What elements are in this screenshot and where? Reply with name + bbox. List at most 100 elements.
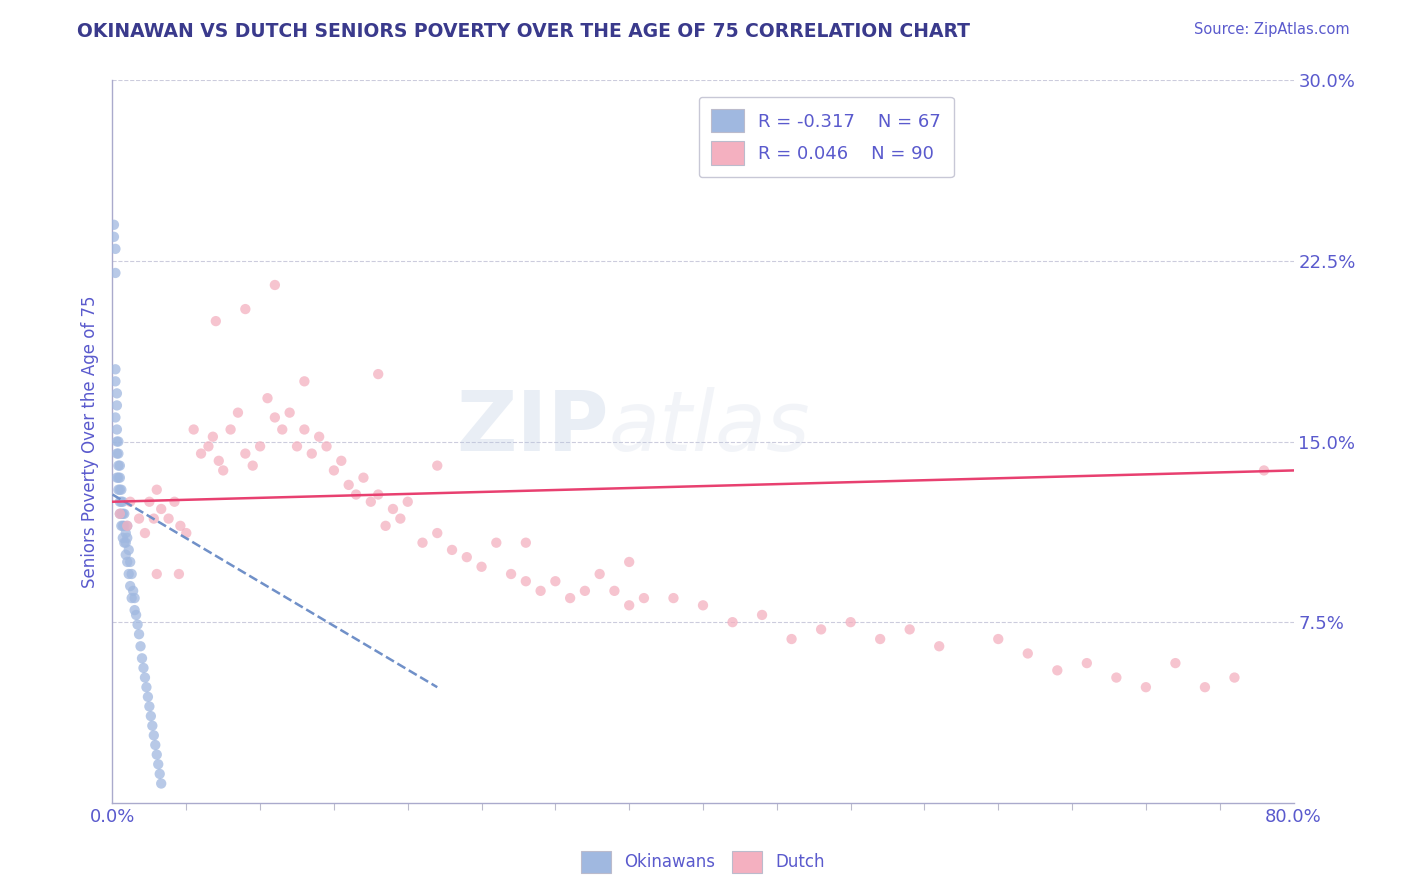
Point: [212, 463, 235, 477]
Point: [169, 518, 191, 533]
Point: [810, 623, 832, 637]
Y-axis label: Seniors Poverty Over the Age of 75: Seniors Poverty Over the Age of 75: [80, 295, 98, 588]
Point: [183, 422, 205, 436]
Text: ZIP: ZIP: [456, 386, 609, 467]
Point: [588, 567, 610, 582]
Point: [110, 483, 132, 497]
Point: [114, 535, 136, 549]
Point: [426, 458, 449, 473]
Point: [233, 446, 256, 460]
Point: [142, 511, 165, 525]
Point: [264, 410, 287, 425]
Point: [249, 439, 271, 453]
Point: [219, 422, 242, 436]
Point: [108, 507, 131, 521]
Point: [751, 607, 773, 622]
Point: [839, 615, 862, 630]
Point: [157, 511, 180, 525]
Point: [131, 651, 153, 665]
Point: [139, 709, 162, 723]
Point: [128, 511, 150, 525]
Point: [441, 542, 464, 557]
Point: [1194, 680, 1216, 694]
Point: [138, 494, 160, 508]
Point: [108, 507, 131, 521]
Point: [426, 526, 449, 541]
Point: [107, 470, 129, 484]
Point: [233, 301, 256, 317]
Point: [558, 591, 582, 605]
Point: [120, 555, 142, 569]
Point: [112, 518, 135, 533]
Point: [544, 574, 567, 589]
Point: [105, 446, 128, 460]
Point: [396, 494, 419, 508]
Text: Source: ZipAtlas.com: Source: ZipAtlas.com: [1194, 22, 1350, 37]
Point: [619, 599, 641, 613]
Point: [124, 603, 146, 617]
Point: [146, 483, 169, 497]
Point: [515, 574, 537, 589]
Point: [780, 632, 803, 646]
Point: [205, 314, 228, 328]
Point: [112, 507, 135, 521]
Point: [337, 478, 360, 492]
Point: [692, 599, 714, 613]
Point: [105, 434, 128, 449]
Point: [411, 535, 433, 549]
Point: [104, 374, 127, 388]
Point: [485, 535, 508, 549]
Point: [132, 661, 155, 675]
Point: [108, 458, 131, 473]
Point: [201, 430, 224, 444]
Point: [367, 487, 389, 501]
Legend: Okinawans, Dutch: Okinawans, Dutch: [575, 845, 831, 880]
Point: [108, 470, 131, 484]
Point: [117, 518, 138, 533]
Point: [163, 494, 186, 508]
Point: [111, 494, 134, 508]
Point: [135, 680, 157, 694]
Point: [120, 494, 142, 508]
Point: [104, 266, 127, 280]
Point: [603, 583, 626, 598]
Point: [120, 579, 142, 593]
Point: [374, 518, 396, 533]
Point: [1164, 656, 1187, 670]
Point: [323, 463, 346, 477]
Point: [125, 607, 148, 622]
Point: [149, 767, 172, 781]
Point: [117, 518, 138, 533]
Point: [1076, 656, 1098, 670]
Point: [301, 446, 323, 460]
Legend: R = -0.317    N = 67, R = 0.046    N = 90: R = -0.317 N = 67, R = 0.046 N = 90: [699, 96, 953, 178]
Point: [141, 719, 163, 733]
Point: [114, 548, 136, 562]
Point: [574, 583, 596, 598]
Point: [136, 690, 159, 704]
Point: [987, 632, 1010, 646]
Point: [110, 507, 132, 521]
Point: [105, 398, 128, 412]
Point: [352, 470, 374, 484]
Point: [150, 776, 173, 790]
Point: [105, 386, 128, 401]
Point: [142, 728, 165, 742]
Point: [122, 583, 145, 598]
Point: [128, 627, 150, 641]
Point: [108, 483, 131, 497]
Point: [226, 406, 249, 420]
Point: [103, 230, 125, 244]
Text: OKINAWAN VS DUTCH SENIORS POVERTY OVER THE AGE OF 75 CORRELATION CHART: OKINAWAN VS DUTCH SENIORS POVERTY OVER T…: [77, 22, 970, 41]
Point: [104, 362, 127, 376]
Point: [869, 632, 891, 646]
Point: [1253, 463, 1275, 477]
Point: [344, 487, 367, 501]
Point: [501, 567, 523, 582]
Point: [285, 439, 308, 453]
Point: [134, 671, 156, 685]
Point: [104, 410, 127, 425]
Point: [292, 374, 315, 388]
Point: [105, 422, 128, 436]
Point: [103, 218, 125, 232]
